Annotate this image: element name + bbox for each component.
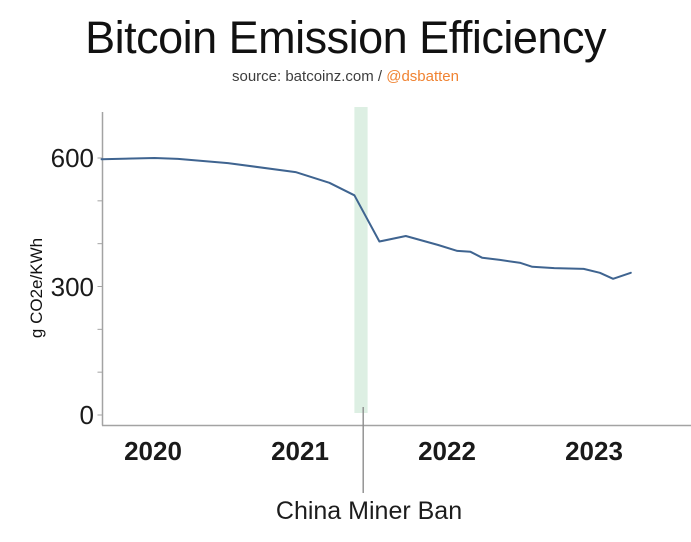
subtitle-source-text: source: batcoinz.com / <box>231 68 387 85</box>
china-ban-band <box>354 107 368 413</box>
y-tick-label: 300 <box>50 271 94 302</box>
y-tick-label: 0 <box>79 400 94 430</box>
x-tick-label: 2020 <box>124 436 182 466</box>
x-tick-label: 2022 <box>418 436 476 466</box>
y-tick-label: 600 <box>50 143 94 173</box>
emission-efficiency-line <box>100 157 632 280</box>
x-tick-label: 2021 <box>271 436 329 466</box>
annotation-label: China Miner Ban <box>275 497 463 525</box>
chart-subtitle: source: batcoinz.com / @dsbatten <box>0 68 691 85</box>
x-tick-label: 2023 <box>565 436 623 466</box>
chart-title: Bitcoin Emission Efficiency <box>85 12 606 63</box>
subtitle-handle-link[interactable]: @dsbatten <box>386 68 459 85</box>
y-axis-ticks <box>97 157 102 416</box>
